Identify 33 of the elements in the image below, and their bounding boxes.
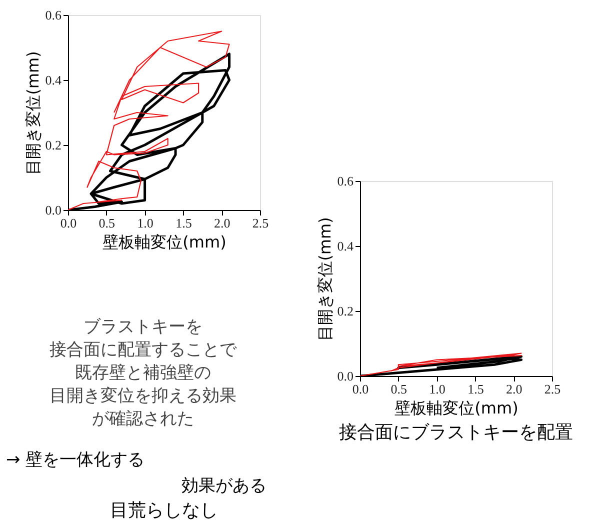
- text: 効果がある: [182, 476, 266, 496]
- text: 目荒らしなし: [110, 500, 218, 521]
- x-axis-title: 壁板軸変位(mm): [102, 232, 226, 252]
- text: ブラストキーを: [84, 317, 202, 337]
- y-axis-title: 目開き変位(mm): [23, 51, 42, 175]
- x-tick-label: 1.5: [468, 382, 484, 396]
- x-tick-label: 0.5: [98, 216, 116, 230]
- y-tick-label: 0.0: [337, 368, 354, 384]
- x-tick-label: 2.0: [506, 382, 522, 396]
- y-tick-label: 0.6: [45, 8, 62, 22]
- x-tick-label: 0.5: [390, 382, 408, 396]
- y-axis-title: 目開き変位(mm): [315, 217, 334, 341]
- y-tick-label: 0.2: [45, 138, 62, 152]
- text: 目開き変位を抑える効果: [50, 386, 236, 406]
- x-tick-label: 2.5: [544, 382, 561, 396]
- text: 接合面にブラストキーを配置: [339, 422, 573, 443]
- x-axis-title: 壁板軸変位(mm): [394, 398, 518, 418]
- text: が確認された: [92, 409, 194, 429]
- x-tick-label: 0.0: [352, 382, 369, 396]
- x-tick-label: 1.0: [429, 382, 446, 396]
- x-tick-label: 0.0: [60, 216, 77, 230]
- x-tick-label: 1.5: [176, 216, 192, 230]
- x-tick-label: 2.0: [214, 216, 230, 230]
- y-tick-label: 0.4: [45, 72, 62, 88]
- text: 接合面に配置することで: [50, 340, 238, 360]
- x-tick-label: 1.0: [137, 216, 154, 230]
- y-tick-label: 0.0: [45, 202, 62, 218]
- y-tick-label: 0.6: [337, 174, 354, 188]
- y-tick-label: 0.4: [337, 238, 354, 254]
- text: 既存壁と補強壁の: [75, 363, 211, 383]
- text: → 壁を一体化する: [6, 450, 145, 470]
- x-tick-label: 2.5: [252, 216, 269, 230]
- y-tick-label: 0.2: [337, 304, 354, 318]
